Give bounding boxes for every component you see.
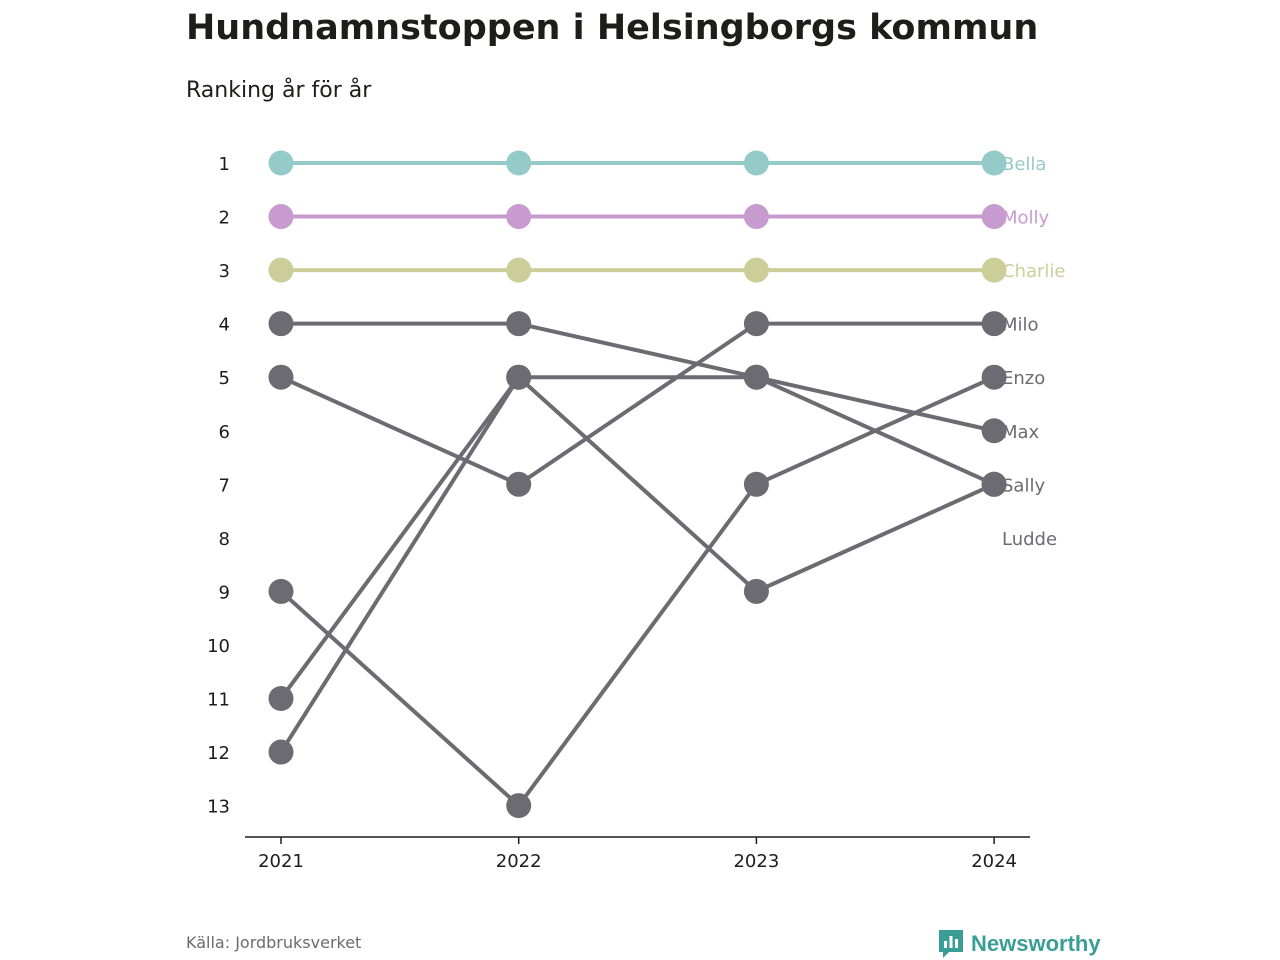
series-label-bella: Bella — [1002, 154, 1046, 175]
source-note: Källa: Jordbruksverket — [186, 933, 362, 952]
y-tick-label: 3 — [219, 261, 230, 282]
data-point-milo — [981, 311, 1007, 337]
data-point-bella — [981, 150, 1007, 176]
data-point-max — [506, 311, 532, 337]
series-label-sally: Sally — [1002, 475, 1045, 496]
data-point-milo — [506, 471, 532, 497]
y-tick-label: 2 — [219, 208, 230, 229]
series-line-sally — [279, 375, 995, 754]
series-line-max — [281, 321, 995, 433]
data-point-molly — [506, 204, 532, 230]
data-point-milo — [743, 311, 769, 337]
y-tick-label: 6 — [219, 422, 230, 443]
series-label-max: Max — [1002, 422, 1040, 443]
data-point-ludde — [268, 686, 294, 711]
series-label-milo: Milo — [1002, 315, 1039, 336]
series-label-ludde: Ludde — [1002, 529, 1057, 550]
bar-chart-speech-bubble-icon — [939, 930, 963, 958]
data-point-charlie — [506, 257, 532, 283]
data-point-bella — [506, 150, 532, 176]
series-end-labels: Bella Molly Charlie Milo Enzo Max Sally Ludde — [1002, 154, 1065, 550]
brand-name: Newsworthy — [971, 931, 1101, 956]
series-points — [268, 150, 1007, 819]
y-tick-label: 1 — [219, 154, 230, 175]
x-tick-label: 2024 — [971, 851, 1017, 872]
chart-title: Hundnamnstoppen i Helsingborgs kommun — [186, 8, 1039, 48]
series-label-charlie: Charlie — [1002, 261, 1065, 282]
data-point-bella — [268, 150, 294, 176]
data-point-molly — [743, 204, 769, 230]
data-point-molly — [981, 204, 1007, 230]
y-tick-label: 4 — [219, 315, 230, 336]
data-point-enzo — [268, 578, 294, 604]
x-tick-label: 2022 — [496, 851, 542, 872]
data-point-ludde — [981, 471, 1007, 497]
x-tick-label: 2023 — [733, 851, 779, 872]
data-point-charlie — [743, 257, 769, 283]
x-axis: 2021 2022 2023 2024 — [245, 836, 1030, 872]
data-point-molly — [268, 204, 294, 230]
data-point-sally — [268, 739, 294, 765]
series-line-enzo — [279, 375, 995, 808]
y-tick-label: 12 — [207, 743, 230, 764]
series-label-molly: Molly — [1002, 208, 1050, 229]
series-lines — [279, 161, 995, 808]
series-line-ludde — [279, 375, 995, 700]
data-point-bella — [743, 150, 769, 176]
chart-subtitle: Ranking år för år — [186, 78, 372, 103]
data-point-max — [981, 418, 1007, 444]
data-point-milo — [268, 364, 294, 390]
data-point-enzo — [506, 793, 532, 819]
series-label-enzo: Enzo — [1002, 368, 1045, 389]
data-point-charlie — [981, 257, 1007, 283]
x-tick-label: 2021 — [258, 851, 304, 872]
data-point-charlie — [268, 257, 294, 283]
data-point-enzo — [743, 471, 769, 497]
y-tick-label: 7 — [219, 475, 230, 496]
y-tick-label: 9 — [219, 582, 230, 603]
data-point-ludde — [743, 578, 769, 604]
data-point-enzo — [981, 364, 1007, 390]
brand-logo: Newsworthy — [937, 928, 1101, 960]
y-tick-label: 10 — [207, 636, 230, 657]
data-point-sally — [743, 364, 769, 390]
y-tick-label: 13 — [207, 797, 230, 818]
y-tick-label: 8 — [219, 529, 230, 550]
data-point-max — [268, 311, 294, 337]
y-tick-label: 5 — [219, 368, 230, 389]
data-point-ludde — [506, 364, 532, 390]
y-tick-label: 11 — [207, 690, 230, 711]
series-line-milo — [280, 321, 995, 487]
